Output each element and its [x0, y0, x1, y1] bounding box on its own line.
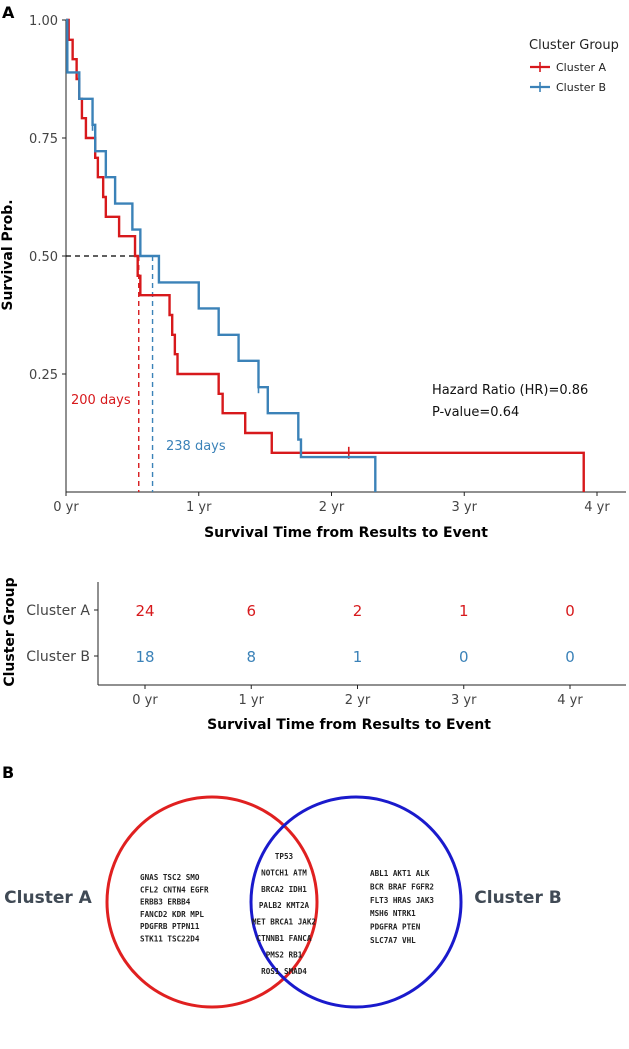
risk-row-label: Cluster A	[26, 603, 90, 619]
risk-cell: 0	[565, 602, 575, 620]
p-value-annotation: P-value=0.64	[432, 405, 519, 420]
risk-cell: 18	[135, 648, 154, 666]
km-y-tick-label: 1.00	[29, 14, 58, 29]
venn-gene-line-right: MSH6 NTRK1	[370, 909, 416, 918]
risk-x-tick-label: 2 yr	[345, 693, 371, 708]
venn-left-only-genes: GNAS TSC2 SMO CFL2 CNTN4 EGFR ERBB3 ERBB4 F…	[140, 873, 209, 944]
km-x-axis-label: Survival Time from Results to Event	[204, 525, 488, 541]
legend-label-cluster-a: Cluster A	[556, 61, 607, 74]
venn-gene-line-shared: NOTCH1 ATM	[261, 868, 307, 877]
venn-label-cluster-b: Cluster B	[474, 888, 561, 908]
risk-cell: 8	[246, 648, 256, 666]
risk-x-tick-label: 3 yr	[451, 693, 477, 708]
km-y-tick-label: 0.75	[29, 132, 58, 147]
venn-gene-line-right: BCR BRAF FGFR2	[370, 882, 434, 891]
risk-table-cells: 24 6 2 1 0 18 8 1 0 0	[135, 602, 574, 666]
venn-gene-line-left: CFL2 CNTN4 EGFR	[140, 885, 209, 894]
km-x-tick-label: 2 yr	[319, 500, 345, 515]
risk-x-tick-label: 4 yr	[557, 693, 583, 708]
venn-shared-genes: TP53 NOTCH1 ATM BRCA2 IDH1 PALB2 KMT2A MET B…	[252, 852, 316, 976]
km-y-tick-label: 0.50	[29, 250, 58, 265]
hazard-ratio-annotation: Hazard Ratio (HR)=0.86	[432, 383, 588, 398]
venn-gene-line-shared: PMS2 RB1	[266, 950, 303, 959]
venn-gene-line-right: PDGFRA PTEN	[370, 923, 421, 932]
venn-gene-line-shared: MET BRCA1 JAK2	[252, 918, 316, 927]
venn-gene-line-left: GNAS TSC2 SMO	[140, 873, 200, 882]
venn-circle-cluster-a	[105, 795, 319, 1009]
risk-table-x-axis-label: Survival Time from Results to Event	[207, 717, 491, 733]
risk-cell: 1	[353, 648, 363, 666]
risk-cell: 1	[459, 602, 469, 620]
km-x-tick-label: 1 yr	[186, 500, 212, 515]
venn-gene-line-shared: BRCA2 IDH1	[261, 885, 307, 894]
venn-diagram: Cluster A Cluster B GNAS TSC2 SMO CFL2 CN…	[4, 795, 562, 1009]
panel-a-label: A	[2, 3, 15, 22]
risk-table-axes: 0 yr 1 yr 2 yr 3 yr 4 yr Cluster A Cluster B	[26, 582, 626, 708]
km-tick-labels: 0.25 0.50 0.75 1.00 0 yr 1 yr 2 yr 3 yr 4 yr	[29, 14, 610, 515]
venn-gene-line-left: ERBB3 ERBB4	[140, 898, 191, 907]
km-legend: Cluster Group Cluster A Cluster B	[529, 38, 619, 94]
venn-label-cluster-a: Cluster A	[4, 888, 92, 908]
venn-gene-line-shared: TP53	[275, 852, 294, 861]
risk-cell: 6	[246, 602, 256, 620]
legend-title: Cluster Group	[529, 38, 619, 53]
venn-gene-line-right: SLC7A7 VHL	[370, 936, 416, 945]
venn-gene-line-shared: CTNNB1 FANCA	[257, 934, 312, 943]
venn-gene-line-shared: ROS1 SMAD4	[261, 967, 307, 976]
risk-table: 0 yr 1 yr 2 yr 3 yr 4 yr Cluster A Cluster B 2…	[2, 577, 626, 733]
km-y-axis-label: Survival Prob.	[0, 199, 16, 310]
venn-gene-line-left: STK11 TSC22D4	[140, 935, 200, 944]
panel-b-label: B	[2, 763, 14, 782]
risk-cell: 0	[459, 648, 469, 666]
median-label-cluster-b: 238 days	[166, 439, 226, 454]
risk-row-label: Cluster B	[26, 649, 90, 665]
km-x-tick-label: 0 yr	[53, 500, 79, 515]
venn-gene-line-left: PDGFRB PTPN11	[140, 922, 200, 931]
legend-label-cluster-b: Cluster B	[556, 81, 606, 94]
venn-right-only-genes: ABL1 AKT1 ALK BCR BRAF FGFR2 FLT3 HRAS JAK…	[370, 869, 434, 945]
km-plot: 0.25 0.50 0.75 1.00 0 yr 1 yr 2 yr 3 yr 4 yr Sur…	[0, 14, 626, 541]
risk-table-y-axis-label: Cluster Group	[2, 577, 18, 686]
risk-cell: 0	[565, 648, 575, 666]
risk-x-tick-label: 0 yr	[132, 693, 158, 708]
risk-cell: 24	[135, 602, 154, 620]
venn-gene-line-right: ABL1 AKT1 ALK	[370, 869, 430, 878]
km-x-tick-label: 4 yr	[584, 500, 610, 515]
km-curve-cluster-b	[66, 18, 377, 492]
km-curves	[66, 18, 585, 492]
km-axes	[62, 19, 626, 496]
venn-gene-line-left: FANCD2 KDR MPL	[140, 910, 204, 919]
median-label-cluster-a: 200 days	[71, 393, 131, 408]
venn-gene-line-shared: PALB2 KMT2A	[259, 901, 310, 910]
venn-gene-line-right: FLT3 HRAS JAK3	[370, 896, 434, 905]
risk-cell: 2	[353, 602, 363, 620]
venn-circle-cluster-b	[249, 795, 463, 1009]
risk-x-tick-label: 1 yr	[239, 693, 265, 708]
km-x-tick-label: 3 yr	[452, 500, 478, 515]
km-y-tick-label: 0.25	[29, 368, 58, 383]
